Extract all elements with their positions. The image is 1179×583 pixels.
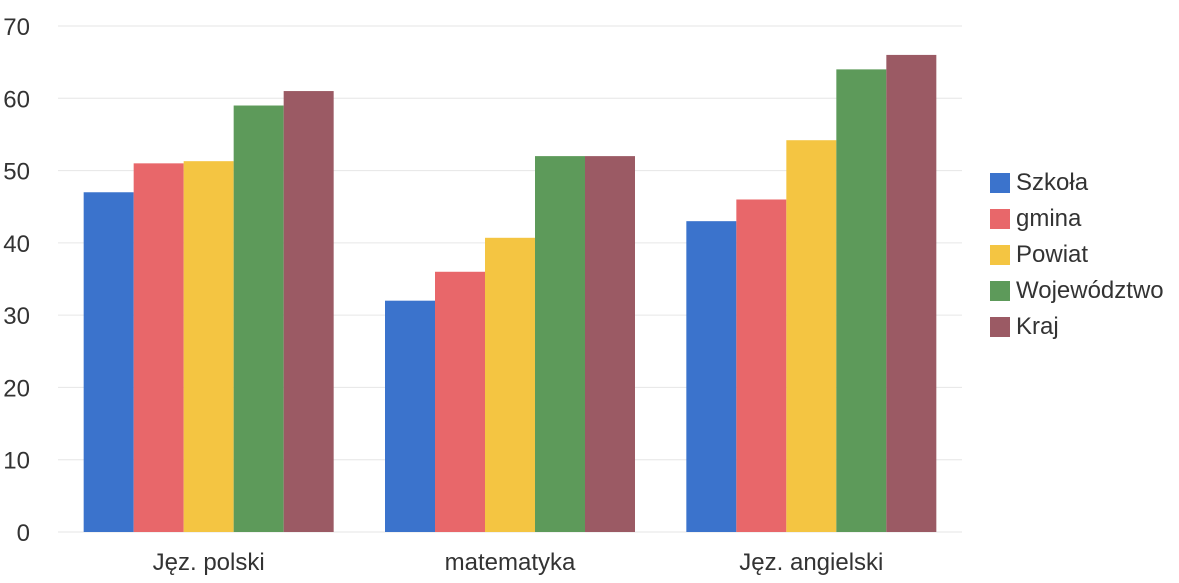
legend-swatch	[990, 245, 1010, 265]
bar-gmina-1	[133, 163, 184, 533]
legend-item: Kraj	[990, 309, 1164, 345]
legend-swatch	[990, 281, 1010, 301]
y-tick-label: 0	[17, 520, 30, 547]
legend-item: gmina	[990, 201, 1164, 237]
bar-województwo-3	[836, 69, 887, 532]
y-tick-label: 30	[3, 303, 30, 330]
bar-województwo-1	[233, 105, 284, 532]
y-axis-ticks: 0 10 20 30 40 50 60 70	[3, 14, 30, 547]
bar-powiat-3	[786, 140, 837, 532]
bar-gmina-2	[435, 271, 485, 532]
bar-szkoła-1	[83, 192, 134, 532]
legend-swatch	[990, 317, 1010, 337]
legend-label: gmina	[1016, 205, 1082, 232]
legend-swatch	[990, 209, 1010, 229]
bars	[83, 54, 937, 533]
x-tick-label: matematyka	[445, 549, 576, 576]
y-tick-label: 10	[3, 448, 30, 475]
bar-województwo-2	[535, 156, 585, 532]
legend-swatch	[990, 173, 1010, 193]
legend-item: Powiat	[990, 237, 1164, 273]
y-tick-label: 20	[3, 375, 30, 402]
bar-szkoła-3	[686, 221, 737, 532]
y-tick-label: 60	[3, 86, 30, 113]
bar-powiat-1	[183, 161, 234, 532]
legend-label: Województwo	[1016, 277, 1164, 304]
legend-label: Powiat	[1016, 241, 1089, 268]
legend-item: Województwo	[990, 273, 1164, 309]
x-tick-label: Jęz. polski	[153, 549, 265, 576]
bar-gmina-3	[736, 199, 787, 532]
bar-powiat-2	[485, 237, 535, 532]
bar-kraj-3	[886, 54, 937, 533]
y-tick-label: 70	[3, 14, 30, 41]
legend-label: Szkoła	[1016, 169, 1089, 196]
y-tick-label: 50	[3, 159, 30, 186]
legend-item: Szkoła	[990, 165, 1164, 201]
legend: Szkoła gmina Powiat Województwo Kraj	[990, 165, 1164, 345]
y-tick-label: 40	[3, 231, 30, 258]
x-tick-label: Jęz. angielski	[739, 549, 883, 576]
bar-szkoła-2	[385, 300, 435, 532]
bar-kraj-2	[585, 156, 635, 532]
legend-label: Kraj	[1016, 313, 1059, 340]
x-axis-ticks: Jęz. polski matematyka Jęz. angielski	[153, 549, 884, 576]
bar-kraj-1	[283, 91, 334, 533]
